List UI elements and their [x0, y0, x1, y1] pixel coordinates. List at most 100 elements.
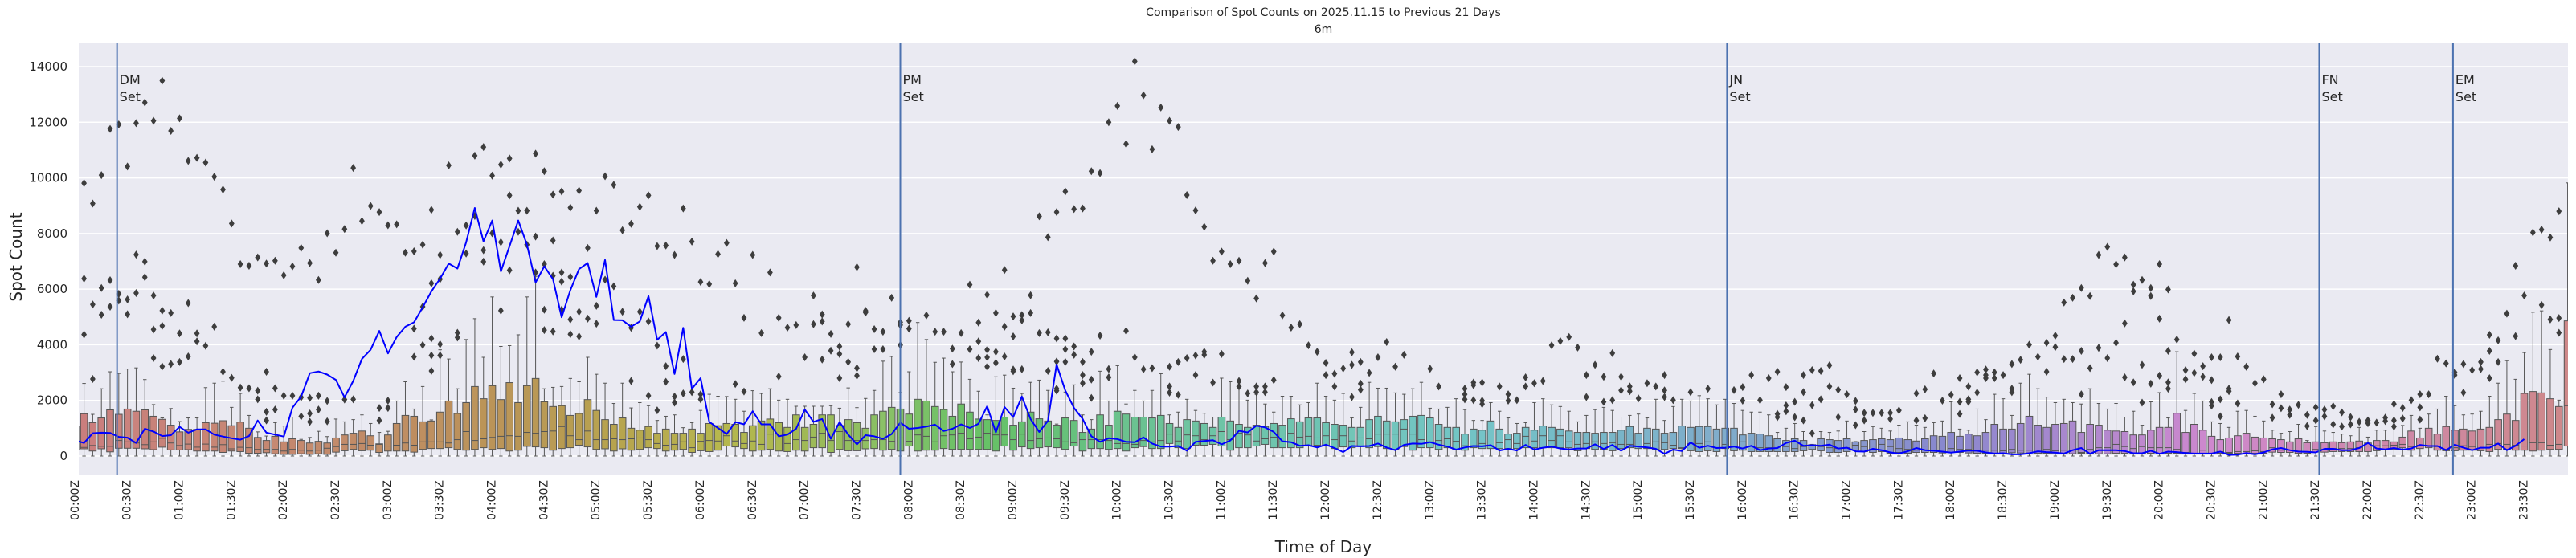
box-iqr — [540, 401, 549, 449]
outlier-point — [663, 362, 669, 371]
outlier-point — [2538, 300, 2545, 309]
outlier-point — [1462, 395, 1468, 404]
y-tick-label: 6000 — [37, 282, 67, 296]
box — [1322, 396, 1330, 457]
outlier-point — [515, 206, 521, 215]
x-tick-label: 07:00Z — [799, 480, 812, 520]
box-iqr — [2042, 426, 2051, 454]
box — [253, 431, 262, 457]
box — [1521, 422, 1530, 457]
box — [1069, 384, 1078, 457]
outlier-point — [1740, 397, 1746, 405]
outlier-point — [1384, 337, 1390, 346]
outlier-point — [758, 328, 764, 337]
outlier-point — [2374, 418, 2380, 427]
outlier-point — [1019, 365, 1025, 373]
box-iqr — [2016, 422, 2025, 454]
outlier-point — [1037, 212, 1042, 221]
outlier-point — [107, 276, 113, 285]
box-iqr — [1651, 428, 1660, 450]
outlier-point — [324, 417, 330, 426]
box-iqr — [2563, 320, 2568, 447]
outlier-point — [2165, 378, 2171, 387]
box-iqr — [818, 414, 827, 449]
outlier-point — [1175, 390, 1181, 399]
box — [731, 398, 739, 457]
outlier-point — [324, 229, 330, 238]
outlier-point — [1895, 406, 1902, 415]
outlier-point — [2009, 360, 2015, 369]
outlier-point — [437, 340, 444, 348]
outlier-point — [2087, 364, 2093, 373]
box-iqr — [1921, 438, 1929, 453]
outlier-point — [1253, 382, 1260, 391]
outlier-point — [141, 273, 148, 282]
box-iqr — [740, 432, 748, 450]
outlier-point — [2478, 357, 2484, 366]
box-iqr — [462, 401, 470, 451]
outlier-point — [1349, 393, 1355, 401]
box — [566, 377, 574, 457]
box-iqr — [2103, 430, 2112, 454]
outlier-point — [367, 202, 374, 210]
outlier-point — [2399, 414, 2406, 423]
outlier-point — [1922, 413, 1928, 422]
box — [462, 339, 470, 457]
box-iqr — [1478, 430, 1486, 450]
outlier-point — [90, 199, 96, 208]
box-iqr — [305, 442, 314, 455]
box-iqr — [1226, 420, 1234, 451]
outlier-point — [2417, 415, 2423, 424]
event-marker-label: Set — [2455, 89, 2476, 104]
x-tick-label: 05:30Z — [642, 480, 655, 520]
y-axis-ticks: 0 2000 4000 6000 8000 10000 12000 14000 — [29, 59, 67, 463]
outlier-point — [706, 279, 713, 288]
outlier-point — [2356, 417, 2362, 426]
outlier-point — [1801, 371, 1806, 380]
outlier-point — [1861, 416, 1867, 425]
box — [818, 405, 827, 457]
x-tick-label: 04:30Z — [538, 480, 550, 520]
box-iqr — [1790, 438, 1799, 452]
box — [1999, 398, 2007, 457]
outlier-point — [2339, 422, 2345, 431]
outlier-point — [1158, 103, 1164, 112]
outlier-point — [1801, 416, 1806, 425]
x-tick-label: 17:30Z — [1892, 480, 1905, 520]
outlier-point — [1218, 247, 1225, 256]
x-tick-label: 16:30Z — [1789, 480, 1801, 520]
outlier-point — [385, 397, 391, 405]
box-iqr — [1096, 414, 1104, 450]
outlier-point — [1167, 389, 1172, 397]
outlier-point — [654, 406, 660, 415]
outlier-point — [246, 262, 252, 271]
outlier-point — [72, 322, 78, 330]
box — [2459, 414, 2468, 457]
box-iqr — [800, 426, 809, 452]
box — [1026, 381, 1035, 457]
box-iqr — [1938, 435, 1947, 454]
x-tick-label: 10:00Z — [1111, 480, 1124, 520]
box — [1903, 421, 1912, 457]
outlier-point — [2121, 373, 2128, 381]
outlier-point — [1088, 167, 1094, 176]
outlier-point — [1201, 350, 1208, 359]
box-iqr — [1148, 417, 1156, 450]
outlier-point — [524, 206, 530, 215]
box-iqr — [427, 420, 435, 450]
outlier-point — [697, 395, 704, 404]
outlier-point — [150, 116, 157, 125]
box — [2120, 416, 2129, 457]
box-iqr — [2095, 425, 2103, 454]
outlier-point — [2296, 401, 2301, 409]
outlier-point — [2139, 398, 2145, 407]
outlier-point — [1323, 371, 1329, 380]
box-iqr — [314, 441, 323, 454]
box-iqr — [2537, 392, 2545, 451]
outlier-point — [1774, 413, 1781, 422]
box — [1217, 377, 1226, 457]
box — [1703, 398, 1712, 457]
box — [1869, 426, 1877, 457]
y-tick-label: 0 — [59, 449, 67, 463]
x-tick-label: 02:30Z — [329, 480, 342, 520]
